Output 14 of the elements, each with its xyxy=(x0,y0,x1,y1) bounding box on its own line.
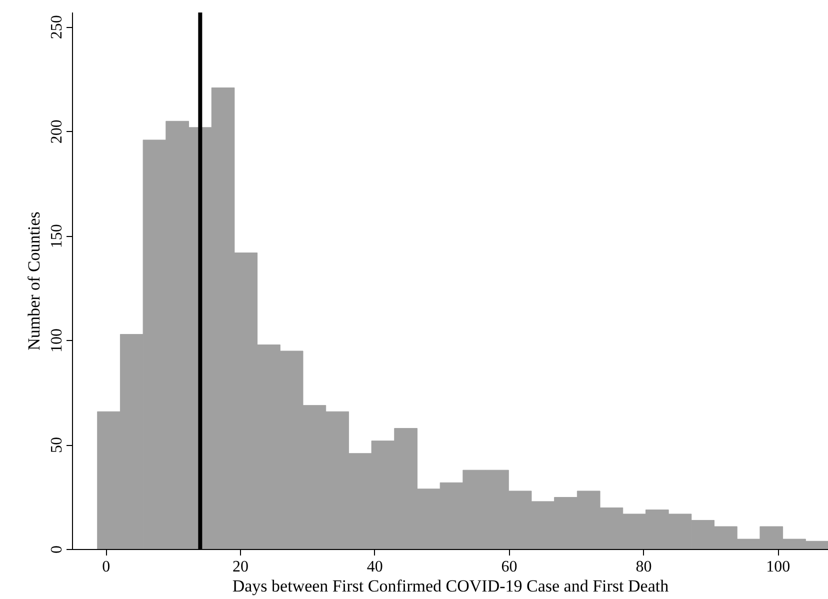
y-axis-title: Number of Counties xyxy=(24,212,44,350)
x-tick-label: 80 xyxy=(636,558,652,576)
x-axis-title: Days between First Confirmed COVID-19 Case and First Death xyxy=(232,576,670,596)
y-tick-label: 0 xyxy=(48,546,66,554)
y-tick-label: 150 xyxy=(48,224,66,248)
x-tick-label: 0 xyxy=(102,558,110,576)
x-tick-label: 20 xyxy=(232,558,248,576)
y-tick-label: 100 xyxy=(48,328,66,353)
y-tick-label: 50 xyxy=(48,437,66,454)
x-tick-label: 40 xyxy=(366,558,383,576)
y-tick-label: 250 xyxy=(48,15,66,40)
x-tick-label: 100 xyxy=(766,558,790,576)
x-tick-label: 60 xyxy=(501,558,518,576)
y-tick-label: 200 xyxy=(48,120,66,144)
